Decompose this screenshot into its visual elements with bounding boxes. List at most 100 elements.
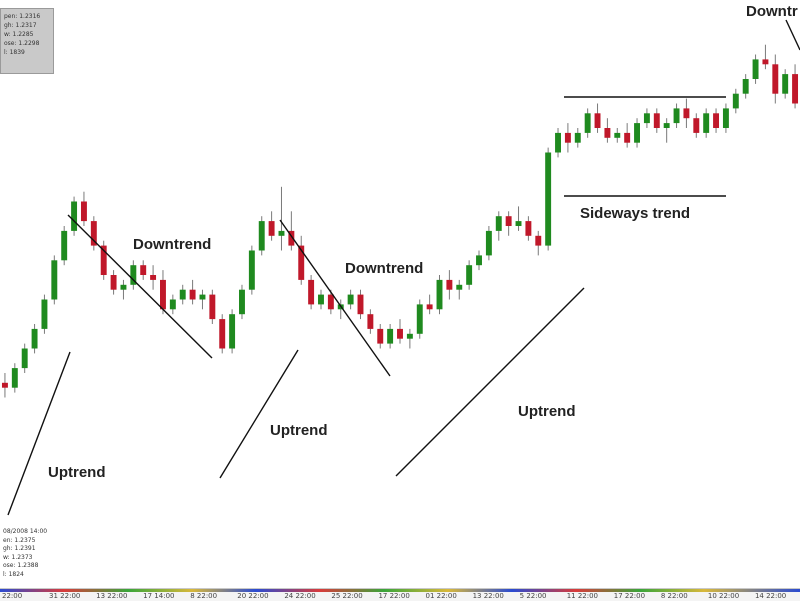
time-tick-label: 11 22:00 xyxy=(566,592,599,600)
candle-down xyxy=(110,275,117,290)
ohlc-volume: l: 1824 xyxy=(3,570,24,578)
candle-up xyxy=(495,216,502,231)
ohlc-info-box-bottom: 08/2008 14:00 en: 1.2375 gh: 1.2391 w: 1… xyxy=(0,528,63,588)
candle-down xyxy=(160,279,166,310)
time-tick-label: 24 22:00 xyxy=(284,592,316,600)
time-tick-label: 20 22:00 xyxy=(237,592,269,600)
uptrend-line-1 xyxy=(7,351,71,516)
candle-down xyxy=(308,279,315,305)
candle-up xyxy=(584,113,591,133)
candle-up xyxy=(51,260,58,300)
time-tick-label: 17 22:00 xyxy=(613,592,646,600)
candle-up xyxy=(61,230,68,261)
candle-up xyxy=(456,284,463,290)
candle-down xyxy=(357,294,364,315)
candle-down xyxy=(219,319,226,349)
time-axis: 22:00 31 22:00 13 22:00 17 14:00 8 22:00 20 2… xyxy=(0,588,800,601)
candle-up xyxy=(21,348,28,369)
candle-down xyxy=(713,113,720,128)
time-tick-label: 13 22:00 xyxy=(96,592,128,600)
axis-color-strip xyxy=(0,589,800,592)
time-tick-label: 17 14:00 xyxy=(143,592,175,600)
candle-up xyxy=(436,279,443,310)
candle-down xyxy=(377,328,384,344)
candle-up xyxy=(722,108,729,128)
candle-down xyxy=(772,64,779,94)
candle-down xyxy=(209,294,216,320)
candle-up xyxy=(387,328,394,344)
time-tick-label: 31 22:00 xyxy=(49,592,81,600)
uptrend-line-2 xyxy=(219,349,299,479)
candle-down xyxy=(397,328,403,339)
candles-group xyxy=(1,44,799,398)
time-tick-label: 5 22:00 xyxy=(519,592,547,600)
time-tick-label: 22:00 xyxy=(2,592,23,600)
time-tick-label: 8 22:00 xyxy=(660,592,688,600)
candle-up xyxy=(485,230,492,256)
downtrend-label-2: Downtrend xyxy=(345,260,424,277)
candle-up xyxy=(318,294,324,305)
downtrend-label-3: Downtr xyxy=(746,3,798,20)
candle-down xyxy=(288,230,295,246)
candle-up xyxy=(41,299,48,329)
candle-up xyxy=(258,221,265,251)
candle-up xyxy=(663,123,670,128)
time-tick-label: 13 22:00 xyxy=(472,592,504,600)
uptrend-label-3: Uptrend xyxy=(518,403,576,420)
candle-down xyxy=(653,113,660,128)
candle-up xyxy=(416,304,423,334)
downtrend-line-1 xyxy=(67,214,213,359)
time-tick-label: 14 22:00 xyxy=(754,592,787,600)
sideways-trend-label: Sideways trend xyxy=(580,205,691,222)
ohlc-volume: l: 1839 xyxy=(4,49,25,56)
uptrend-label-1: Uptrend xyxy=(48,464,106,481)
candle-up xyxy=(11,368,18,388)
candle-up xyxy=(179,289,186,300)
ohlc-open: en: 1.2375 xyxy=(3,536,36,544)
ohlc-low: w: 1.2373 xyxy=(3,553,33,561)
ohlc-close: ose: 1.2298 xyxy=(4,40,40,47)
candle-up xyxy=(614,132,621,138)
ohlc-low: w: 1.2285 xyxy=(4,31,34,38)
candle-down xyxy=(564,132,571,143)
candle-down xyxy=(298,245,305,280)
candle-up xyxy=(71,201,78,231)
time-tick-label: 10 22:00 xyxy=(707,592,740,600)
candle-down xyxy=(792,74,799,104)
candle-down xyxy=(604,128,611,138)
candle-up xyxy=(476,255,482,266)
ohlc-info-box-top: pen: 1.2316 gh: 1.2317 w: 1.2285 ose: 1.… xyxy=(0,8,54,74)
candle-up xyxy=(703,113,710,133)
candle-down xyxy=(268,221,275,236)
candle-up xyxy=(199,294,206,300)
candle-up xyxy=(248,250,255,290)
candle-down xyxy=(624,132,631,143)
candle-down xyxy=(505,216,512,226)
candle-up xyxy=(229,314,236,349)
ohlc-high: gh: 1.2391 xyxy=(3,545,36,552)
time-tick-label: 01 22:00 xyxy=(425,592,457,600)
candle-down xyxy=(693,118,700,133)
candle-up xyxy=(574,132,581,143)
candle-up xyxy=(120,284,127,290)
downtrend-line-2 xyxy=(279,219,391,377)
time-tick-label: 25 22:00 xyxy=(331,592,363,600)
candle-down xyxy=(762,59,769,65)
candle-down xyxy=(535,235,542,246)
downtrend-line-3 xyxy=(785,19,800,51)
candle-down xyxy=(327,294,334,310)
candle-up xyxy=(643,113,650,124)
candle-up xyxy=(130,265,137,285)
candle-down xyxy=(594,113,601,128)
candle-up xyxy=(169,299,176,310)
candle-down xyxy=(367,314,374,329)
candle-up xyxy=(406,333,413,339)
downtrend-label-1: Downtrend xyxy=(133,236,212,253)
ohlc-high: gh: 1.2317 xyxy=(4,22,37,29)
candle-up xyxy=(742,79,749,94)
ohlc-date: 08/2008 14:00 xyxy=(3,528,48,535)
candle-up xyxy=(732,93,739,109)
candle-up xyxy=(239,289,245,315)
